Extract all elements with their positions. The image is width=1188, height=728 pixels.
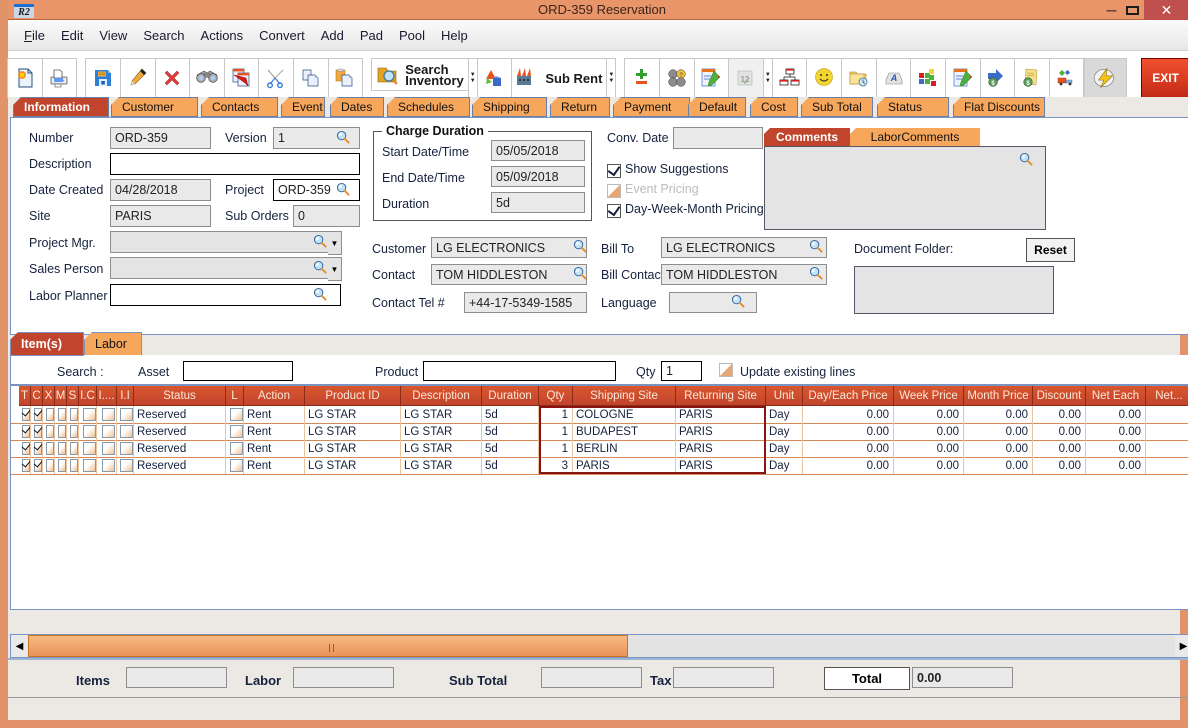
svg-text:A: A [889,73,897,83]
